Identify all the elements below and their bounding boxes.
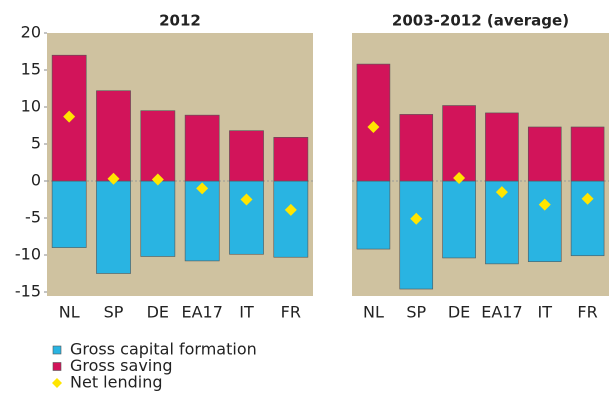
bar — [273, 180, 309, 258]
net-lending-marker — [453, 172, 466, 185]
bar — [96, 180, 131, 274]
bar — [273, 137, 309, 182]
y-tick-label: -10 — [15, 245, 41, 264]
y-tick-label: 10 — [21, 97, 41, 116]
x-tick-label: DE — [147, 303, 169, 322]
legend-marker — [52, 378, 62, 388]
bar — [570, 126, 605, 182]
plot-background — [352, 33, 609, 296]
x-tick-label: FR — [281, 303, 301, 322]
y-tick-label: 20 — [21, 23, 41, 42]
net-lending-marker — [581, 192, 594, 205]
bar — [184, 114, 220, 182]
bar — [96, 90, 131, 182]
y-tick-label: 5 — [31, 134, 41, 153]
bar — [140, 180, 176, 257]
x-tick-label: IT — [538, 303, 553, 322]
legend-label: Gross capital formation — [70, 340, 257, 359]
y-tick-label: -5 — [25, 208, 41, 227]
net-lending-marker — [367, 120, 380, 133]
x-tick-label: EA17 — [481, 303, 522, 322]
net-lending-marker — [151, 173, 164, 186]
net-lending-marker — [410, 212, 423, 225]
legend-label: Net lending — [70, 373, 163, 392]
net-lending-marker — [240, 193, 253, 206]
bar — [51, 180, 87, 248]
y-tick-label: -15 — [15, 282, 41, 301]
legend-marker — [52, 345, 62, 355]
net-lending-marker — [495, 186, 508, 199]
bar — [399, 114, 434, 182]
net-lending-marker — [107, 172, 120, 185]
plot-background — [47, 33, 313, 296]
bar — [229, 130, 264, 182]
bar — [229, 180, 264, 255]
legend-marker — [52, 362, 62, 371]
x-tick-label: NL — [59, 303, 80, 322]
x-tick-label: EA17 — [181, 303, 222, 322]
bar — [527, 180, 562, 262]
x-tick-label: SP — [104, 303, 124, 322]
bar — [442, 180, 476, 259]
x-tick-label: IT — [239, 303, 254, 322]
legend-label: Gross saving — [70, 356, 173, 375]
chart-title: 2003-2012 (average) — [392, 12, 569, 30]
y-tick-label: 15 — [21, 60, 41, 79]
net-lending-marker — [196, 182, 209, 195]
bar — [442, 105, 476, 182]
chart-title: 2012 — [159, 12, 201, 30]
bar — [485, 112, 519, 182]
net-lending-marker — [538, 198, 551, 211]
net-lending-marker — [284, 203, 297, 216]
net-lending-marker — [63, 110, 76, 123]
x-tick-label: FR — [577, 303, 597, 322]
x-tick-label: NL — [363, 303, 384, 322]
x-tick-label: SP — [406, 303, 426, 322]
y-tick-label: 0 — [31, 171, 41, 190]
bar — [356, 180, 391, 250]
bar — [140, 110, 176, 182]
x-tick-label: DE — [448, 303, 470, 322]
bar — [527, 126, 562, 182]
bar — [570, 180, 605, 257]
bar — [399, 180, 434, 290]
